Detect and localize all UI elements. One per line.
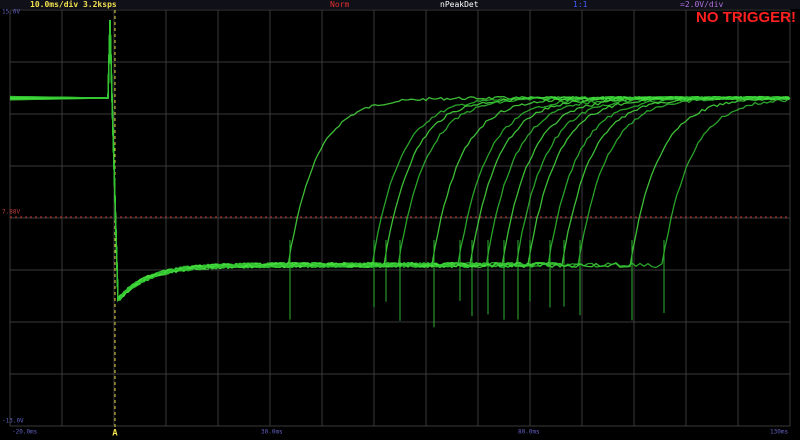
volts-per-div: =2.0V/div <box>680 0 724 9</box>
trigger-marker: A <box>112 429 118 439</box>
trigger-mode: Norm <box>330 0 349 9</box>
timebase: 10.0ms/div 3.2ksps <box>30 0 117 9</box>
trigger-status: NO TRIGGER! <box>696 9 796 26</box>
waveform <box>9 19 791 328</box>
grid <box>9 9 791 427</box>
x-label: -20.0ms <box>12 429 38 436</box>
acquisition-mode: nPeakDet <box>440 0 479 9</box>
status-bar <box>0 0 800 9</box>
trace <box>9 19 789 302</box>
y-label: 7.88V <box>2 209 20 216</box>
x-label: 30.0ms <box>261 429 283 436</box>
x-label: 80.0ms <box>518 429 540 436</box>
y-label: -13.0V <box>2 418 24 425</box>
x-label: 130ms <box>770 429 788 436</box>
probe-ratio: 1:1 <box>573 0 588 9</box>
trace <box>9 19 789 301</box>
y-label: 15.0V <box>2 9 20 16</box>
